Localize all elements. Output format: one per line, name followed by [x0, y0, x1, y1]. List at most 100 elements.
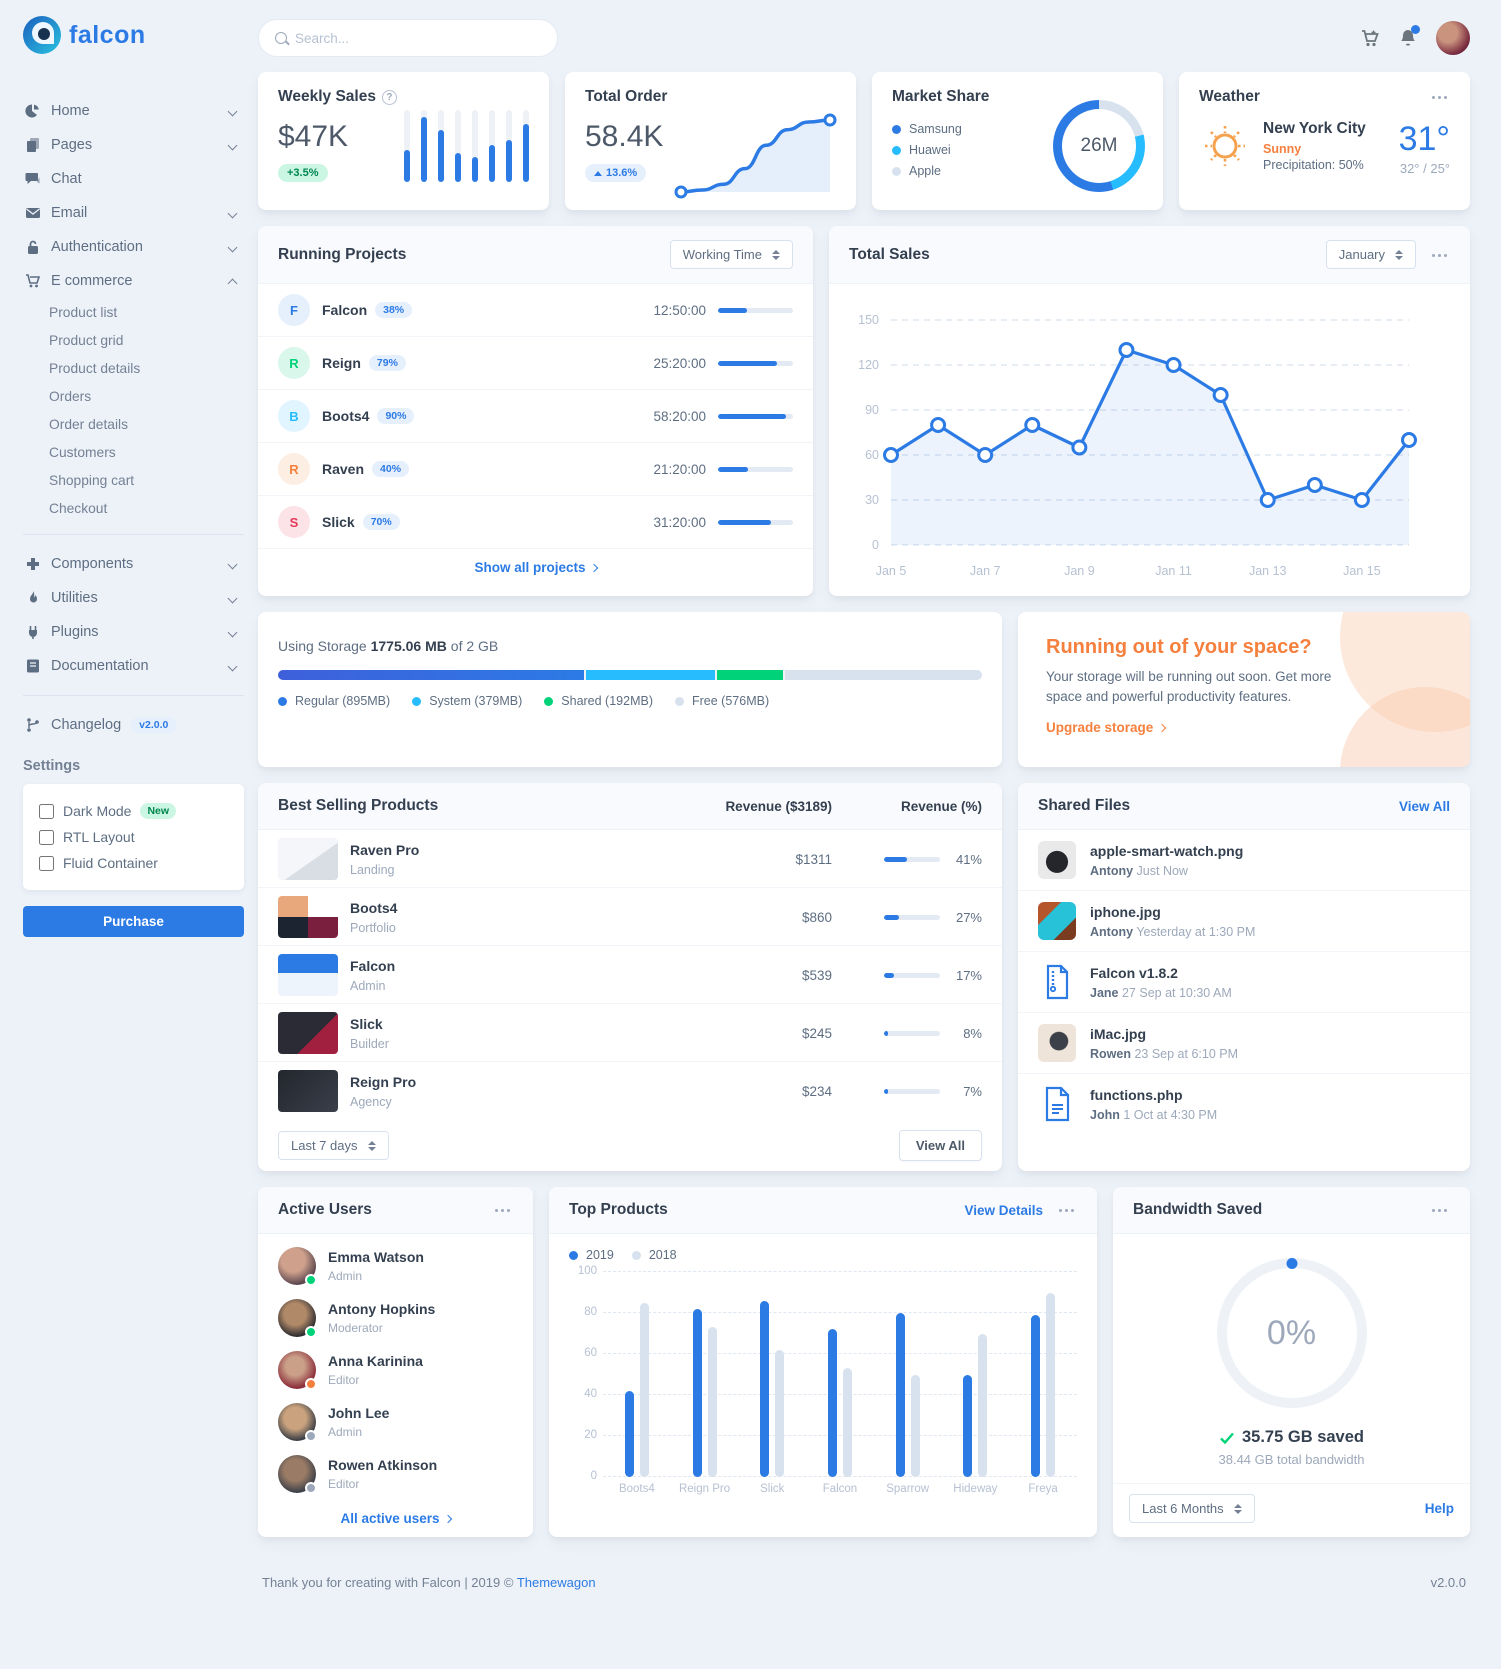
- card-menu-icon[interactable]: [495, 1207, 513, 1213]
- view-all-button[interactable]: View All: [898, 1130, 982, 1161]
- working-time-select[interactable]: Working Time: [669, 240, 793, 269]
- sidebar-item-customers[interactable]: Customers: [49, 444, 116, 460]
- sidebar-item-order-details[interactable]: Order details: [49, 416, 128, 432]
- help-link[interactable]: Help: [1424, 1501, 1454, 1516]
- table-row[interactable]: Raven Pro Landing $1311 41%: [258, 830, 1002, 888]
- list-item[interactable]: Emma Watson Admin: [258, 1240, 533, 1292]
- themewagon-link[interactable]: Themewagon: [516, 1575, 596, 1590]
- list-item[interactable]: apple-smart-watch.png Antony Just Now: [1018, 830, 1470, 891]
- card-menu-icon[interactable]: [1059, 1207, 1077, 1213]
- last-7-days-select[interactable]: Last 7 days: [278, 1131, 389, 1160]
- rtl-layout-checkbox[interactable]: [39, 829, 54, 845]
- search-input[interactable]: [295, 30, 541, 46]
- sidebar-item-checkout[interactable]: Checkout: [49, 500, 108, 516]
- legend-item: Apple: [892, 164, 1143, 178]
- sidebar-item-documentation[interactable]: Documentation: [23, 649, 244, 683]
- table-row[interactable]: Boots4 Portfolio $860 27%: [258, 888, 1002, 946]
- list-item[interactable]: Anna Karinina Editor: [258, 1344, 533, 1396]
- view-all-link[interactable]: View All: [1398, 798, 1450, 814]
- upgrade-storage-link[interactable]: Upgrade storage: [1046, 720, 1167, 735]
- search-box[interactable]: [258, 19, 558, 57]
- legend-item: Free (576MB): [675, 694, 769, 708]
- revenue-pct-fill: [884, 856, 907, 862]
- sidebar-item-authentication[interactable]: Authentication: [23, 230, 244, 264]
- purchase-button[interactable]: Purchase: [23, 906, 244, 937]
- list-item[interactable]: Falcon v1.8.2 Jane 27 Sep at 10:30 AM: [1018, 952, 1470, 1013]
- weather-precipitation: Precipitation: 50%: [1263, 158, 1364, 172]
- stats-row: Weekly Sales ? $47K +3.5% Total Order 58…: [258, 72, 1470, 210]
- status-dot: [305, 1482, 317, 1494]
- bandwidth-total: 38.44 GB total bandwidth: [1218, 1452, 1365, 1467]
- project-row[interactable]: B Boots4 90% 58:20:00: [258, 390, 813, 443]
- sidebar-item-shopping-cart[interactable]: Shopping cart: [49, 472, 135, 488]
- sidebar-item-utilities[interactable]: Utilities: [23, 581, 244, 615]
- storage-bar: [278, 670, 982, 680]
- sidebar-item-product-grid[interactable]: Product grid: [49, 332, 124, 348]
- card-menu-icon[interactable]: [1432, 252, 1450, 258]
- project-row[interactable]: S Slick 70% 31:20:00: [258, 496, 813, 549]
- sidebar-item-product-list[interactable]: Product list: [49, 304, 118, 320]
- list-item[interactable]: iphone.jpg Antony Yesterday at 1:30 PM: [1018, 891, 1470, 952]
- bell-icon[interactable]: [1398, 25, 1420, 48]
- sidebar-item-home[interactable]: Home: [23, 94, 244, 128]
- list-item[interactable]: Antony Hopkins Moderator: [258, 1292, 533, 1344]
- setting-fluid-container[interactable]: Fluid Container: [39, 850, 228, 876]
- sidebar-item-email[interactable]: Email: [23, 196, 244, 230]
- sidebar-item-changelog[interactable]: Changelog v2.0.0: [23, 708, 244, 742]
- weekly-sales-value: $47K: [278, 120, 349, 153]
- sidebar-item-ecommerce[interactable]: E commerce: [23, 264, 244, 298]
- project-row[interactable]: R Raven 40% 21:20:00: [258, 443, 813, 496]
- list-item[interactable]: iMac.jpg Rowen 23 Sep at 6:10 PM: [1018, 1013, 1470, 1074]
- cart-icon[interactable]: [1360, 28, 1380, 48]
- card-title: Total Sales: [849, 245, 930, 263]
- user-name: John Lee: [328, 1405, 390, 1421]
- product-name: Reign Pro: [350, 1073, 417, 1090]
- month-select[interactable]: January: [1325, 240, 1416, 269]
- code-branch-icon: [27, 718, 39, 732]
- project-time: 12:50:00: [653, 302, 706, 318]
- sidebar-item-product-details[interactable]: Product details: [49, 360, 141, 376]
- card-title: Weekly Sales: [278, 88, 376, 105]
- user-avatar[interactable]: [1436, 21, 1470, 55]
- legend-label: 2018: [648, 1248, 677, 1262]
- show-all-projects-link[interactable]: Show all projects: [258, 549, 813, 586]
- product-category: Agency: [350, 1094, 392, 1109]
- series-2019-dot: [569, 1250, 578, 1260]
- project-row[interactable]: R Reign 79% 25:20:00: [258, 337, 813, 390]
- file-name: iMac.jpg: [1090, 1025, 1147, 1042]
- user-role: Editor: [328, 1477, 360, 1491]
- help-icon[interactable]: ?: [381, 89, 397, 105]
- card-menu-icon[interactable]: [1432, 1207, 1450, 1213]
- table-row[interactable]: Falcon Admin $539 17%: [258, 946, 1002, 1004]
- setting-rtl-layout[interactable]: RTL Layout: [39, 824, 228, 850]
- setting-dark-mode[interactable]: Dark Mode New: [39, 798, 228, 824]
- card-menu-icon[interactable]: [1432, 94, 1450, 100]
- series-2018-dot: [631, 1250, 641, 1260]
- sidebar-item-label: Changelog: [51, 717, 122, 733]
- sidebar-item-orders[interactable]: Orders: [49, 388, 92, 404]
- project-row[interactable]: F Falcon 38% 12:50:00: [258, 284, 813, 337]
- dark-mode-checkbox[interactable]: [39, 803, 54, 819]
- sidebar-item-chat[interactable]: Chat: [23, 162, 244, 196]
- list-item[interactable]: John Lee Admin: [258, 1396, 533, 1448]
- sidebar-item-pages[interactable]: Pages: [23, 128, 244, 162]
- table-row[interactable]: Reign Pro Agency $234 7%: [258, 1062, 1002, 1120]
- logo[interactable]: falcon: [23, 16, 244, 54]
- card-title: Active Users: [278, 1201, 372, 1218]
- file-name: apple-smart-watch.png: [1090, 842, 1244, 859]
- view-details-link[interactable]: View Details: [964, 1202, 1043, 1218]
- fluid-container-checkbox[interactable]: [39, 855, 54, 871]
- project-progress-fill: [718, 360, 778, 366]
- list-item[interactable]: Rowen Atkinson Editor: [258, 1448, 533, 1500]
- column-header-revenue-pct: Revenue (%): [900, 798, 982, 814]
- card-header: Best Selling Products Revenue ($3189) Re…: [258, 783, 1002, 830]
- all-active-users-link[interactable]: All active users: [258, 1500, 533, 1537]
- sidebar-item-plugins[interactable]: Plugins: [23, 615, 244, 649]
- storage-prefix: Using Storage: [278, 638, 367, 654]
- market-share-donut: 26M: [1053, 100, 1145, 192]
- table-row[interactable]: Slick Builder $245 8%: [258, 1004, 1002, 1062]
- last-6-months-select[interactable]: Last 6 Months: [1129, 1494, 1255, 1523]
- sidebar-item-components[interactable]: Components: [23, 547, 244, 581]
- market-share-legend-dot: [892, 124, 901, 134]
- list-item[interactable]: functions.php John 1 Oct at 4:30 PM: [1018, 1074, 1470, 1134]
